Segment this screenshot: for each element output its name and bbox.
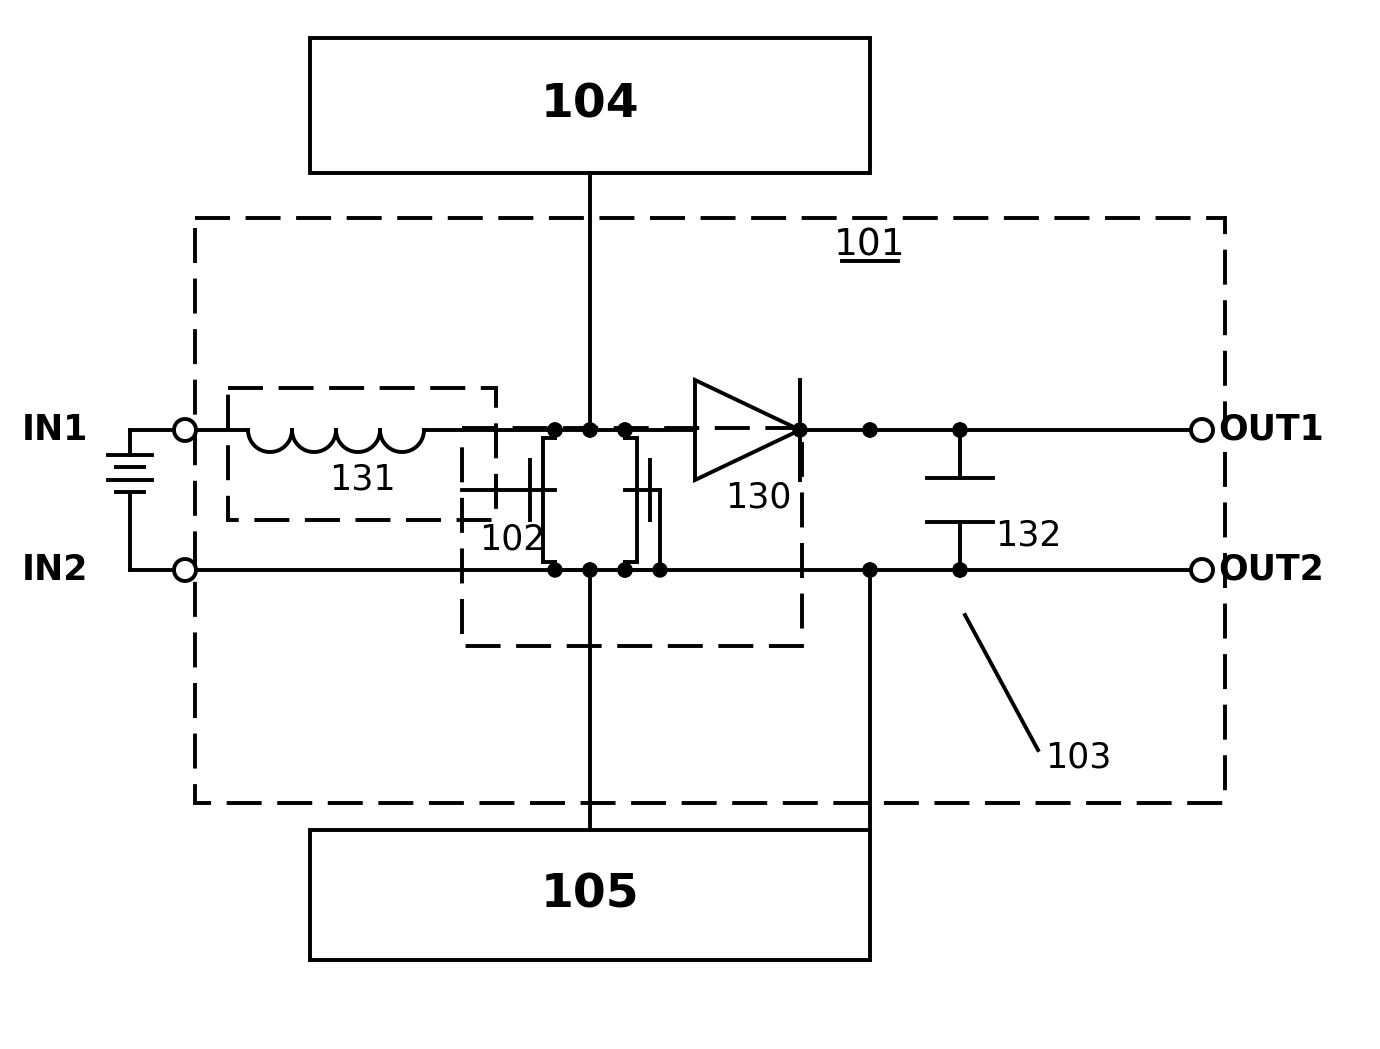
Circle shape: [954, 423, 967, 437]
Circle shape: [548, 423, 562, 437]
Bar: [310, 830, 869, 960]
Circle shape: [548, 563, 562, 577]
Bar: [310, 38, 869, 173]
Circle shape: [793, 423, 807, 437]
Circle shape: [582, 563, 598, 577]
Circle shape: [862, 563, 878, 577]
Circle shape: [618, 423, 632, 437]
Text: 130: 130: [724, 481, 791, 515]
Circle shape: [954, 563, 967, 577]
Circle shape: [174, 559, 196, 581]
Text: OUT2: OUT2: [1219, 553, 1323, 587]
Circle shape: [954, 563, 967, 577]
Text: 104: 104: [541, 83, 639, 128]
Bar: [228, 388, 495, 520]
Text: 103: 103: [1045, 741, 1111, 775]
Circle shape: [618, 563, 632, 577]
Text: 101: 101: [834, 227, 905, 263]
Text: OUT1: OUT1: [1219, 413, 1323, 447]
Text: 105: 105: [541, 873, 639, 918]
Text: 131: 131: [328, 463, 395, 497]
Circle shape: [1191, 559, 1213, 581]
Circle shape: [954, 423, 967, 437]
Circle shape: [618, 423, 632, 437]
Circle shape: [582, 423, 598, 437]
Circle shape: [862, 423, 878, 437]
Text: 102: 102: [479, 523, 545, 557]
Text: IN1: IN1: [22, 413, 88, 447]
Text: 132: 132: [995, 518, 1061, 552]
Circle shape: [653, 563, 667, 577]
Circle shape: [862, 563, 878, 577]
Circle shape: [1191, 419, 1213, 441]
Circle shape: [174, 419, 196, 441]
Circle shape: [618, 563, 632, 577]
Text: IN2: IN2: [22, 553, 88, 587]
Circle shape: [862, 423, 878, 437]
Circle shape: [582, 423, 598, 437]
Circle shape: [582, 563, 598, 577]
Bar: [462, 428, 802, 646]
Bar: [195, 218, 1225, 802]
Circle shape: [548, 423, 562, 437]
